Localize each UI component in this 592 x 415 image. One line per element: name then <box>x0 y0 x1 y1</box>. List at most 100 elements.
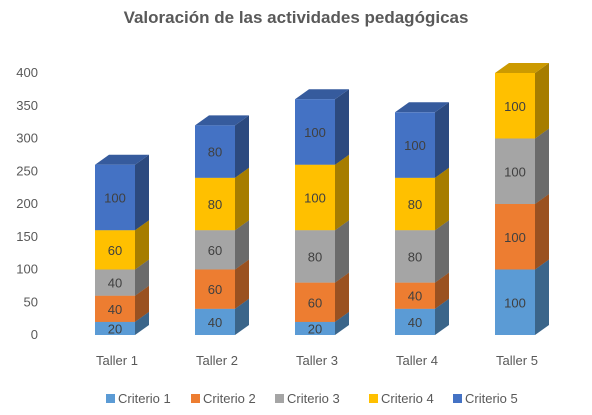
y-tick-label: 300 <box>16 131 38 146</box>
bar-segment: 100 <box>495 194 549 270</box>
data-label: 60 <box>308 295 322 310</box>
bar-front-face <box>495 269 535 335</box>
data-label: 20 <box>108 321 122 336</box>
bar-front-face <box>295 230 335 283</box>
bar-top-face <box>395 102 449 113</box>
y-tick-label: 50 <box>24 294 38 309</box>
bar-side-face <box>135 154 149 231</box>
bar-front-face <box>95 230 135 270</box>
y-tick-label: 350 <box>16 98 38 113</box>
data-label: 40 <box>208 315 222 330</box>
y-tick-label: 250 <box>16 163 38 178</box>
bar-side-face <box>435 102 449 178</box>
bar-segment: 100 <box>295 89 349 165</box>
bar-side-face <box>135 311 149 335</box>
bar-front-face <box>195 269 235 309</box>
bar-side-face <box>335 89 349 165</box>
bar-front-face <box>395 230 435 283</box>
bar-front-face <box>395 282 435 309</box>
bar-side-face <box>235 259 249 309</box>
bar-front-face <box>495 138 535 204</box>
x-axis: Taller 1 Taller 2 Taller 3 Taller 4 Taller 5 <box>96 353 538 368</box>
bar-side-face <box>335 154 349 231</box>
bar-front-face <box>395 112 435 178</box>
bar-side-face <box>135 285 149 322</box>
data-label: 80 <box>308 249 322 264</box>
x-tick-label: Taller 2 <box>196 353 238 368</box>
legend-label: Criterio 1 <box>118 391 171 406</box>
bar-side-face <box>435 272 449 309</box>
data-label: 100 <box>104 190 126 205</box>
bar-side-face <box>435 298 449 335</box>
bar-front-face <box>95 164 135 231</box>
bars: 20 40 40 60 100 40 60 60 80 80 20 60 80 100 100 40 40 80 8… <box>95 63 549 336</box>
y-axis: 0 50 100 150 200 250 300 350 400 <box>16 65 38 342</box>
bar-top-face <box>295 89 349 100</box>
bar-front-face <box>195 230 235 270</box>
bar-front-face <box>195 125 235 178</box>
bar-front-face <box>295 99 335 165</box>
bar-front-face <box>295 164 335 231</box>
bar-front-face <box>195 308 235 335</box>
data-label: 60 <box>108 243 122 258</box>
data-label: 40 <box>108 302 122 317</box>
bar-front-face <box>195 177 235 231</box>
data-label: 80 <box>208 197 222 212</box>
y-tick-label: 0 <box>31 327 38 342</box>
bar-segment: 100 <box>495 128 549 204</box>
bar-side-face <box>535 63 549 139</box>
bar-side-face <box>435 167 449 231</box>
bar-segment: 100 <box>295 154 349 231</box>
bar-front-face <box>495 204 535 270</box>
bar-side-face <box>335 220 349 283</box>
bar-segment: 100 <box>95 154 149 231</box>
legend-swatch <box>453 394 462 403</box>
y-tick-label: 400 <box>16 65 38 80</box>
bar-front-face <box>395 308 435 335</box>
legend: Criterio 1 Criterio 2 Criterio 3 Criterio 4… <box>106 391 518 406</box>
data-label: 20 <box>308 321 322 336</box>
bar-side-face <box>235 298 249 335</box>
bar-top-face <box>195 115 249 126</box>
y-tick-label: 100 <box>16 262 38 277</box>
bar-side-face <box>535 128 549 204</box>
x-tick-label: Taller 3 <box>296 353 338 368</box>
x-tick-label: Taller 5 <box>496 353 538 368</box>
bar-side-face <box>335 311 349 335</box>
data-label: 100 <box>304 125 326 140</box>
bar-top-face <box>495 63 549 73</box>
bar-segment: 80 <box>195 167 249 231</box>
bar-front-face <box>95 269 135 296</box>
x-tick-label: Taller 4 <box>396 353 438 368</box>
data-label: 80 <box>408 197 422 212</box>
bar-segment: 100 <box>495 63 549 139</box>
bar-side-face <box>235 220 249 270</box>
data-label: 40 <box>408 289 422 304</box>
bar-side-face <box>535 194 549 270</box>
legend-label: Criterio 5 <box>465 391 518 406</box>
bar-side-face <box>535 259 549 335</box>
bar-side-face <box>235 167 249 231</box>
y-tick-label: 200 <box>16 196 38 211</box>
legend-swatch <box>191 394 200 403</box>
bar-front-face <box>95 321 135 335</box>
bar-front-face <box>295 321 335 335</box>
data-label: 40 <box>108 276 122 291</box>
y-tick-label: 150 <box>16 229 38 244</box>
data-label: 80 <box>208 145 222 160</box>
bar-side-face <box>335 272 349 322</box>
bar-top-face <box>95 154 149 165</box>
data-label: 40 <box>408 315 422 330</box>
bar-segment: 100 <box>495 259 549 335</box>
legend-swatch <box>369 394 378 403</box>
bar-side-face <box>135 220 149 270</box>
bar-side-face <box>235 115 249 178</box>
data-label: 100 <box>404 138 426 153</box>
data-label: 100 <box>504 295 526 310</box>
bar-side-face <box>135 259 149 296</box>
x-tick-label: Taller 1 <box>96 353 138 368</box>
data-label: 60 <box>208 282 222 297</box>
legend-swatch <box>106 394 115 403</box>
bar-front-face <box>495 73 535 139</box>
data-label: 80 <box>408 249 422 264</box>
